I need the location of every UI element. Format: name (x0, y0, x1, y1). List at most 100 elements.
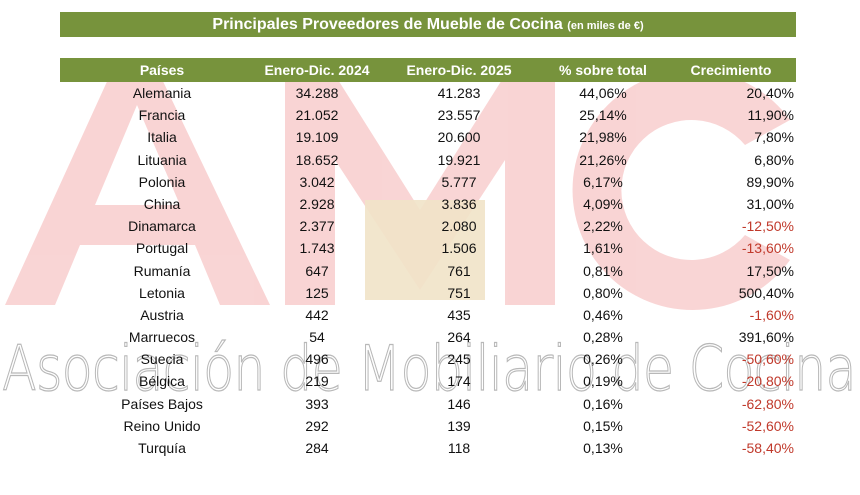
cell-share: 6,17% (583, 173, 623, 190)
cell-value-2024: 21.052 (295, 107, 339, 124)
cell-value-2025: 245 (447, 351, 471, 368)
table-row: Italia 19.109 20.600 21,98% 7,80% (60, 126, 796, 148)
cell-country: Francia (138, 107, 186, 124)
cell-country: Turquía (138, 440, 186, 456)
header-paises: Países (139, 62, 185, 78)
table-row: Francia 21.052 23.557 25,14% 11,90% (60, 104, 796, 126)
association-name-watermark: Asociación de Mobiliario de Cocina (2, 331, 858, 405)
cell-value-2025: 20.600 (437, 129, 481, 146)
cell-growth: 6,80% (754, 151, 794, 168)
cell-country: Suecia (140, 351, 184, 368)
cell-country: Letonia (139, 284, 185, 301)
cell-country: Italia (147, 129, 177, 146)
cell-value-2024: 3.042 (299, 173, 335, 190)
amc-logo-watermark (5, 70, 790, 310)
table-row: Países Bajos 393 146 0,16% -62,80% (60, 393, 796, 415)
cell-share: 0,26% (583, 351, 623, 368)
table-row: Portugal 1.743 1.506 1,61% -13,60% (60, 237, 796, 259)
table-row: Alemania 34.288 41.283 44,06% 20,40% (60, 82, 796, 104)
cell-share: 0,46% (583, 306, 623, 323)
cell-growth: 11,90% (747, 107, 794, 124)
table-row: Suecia 496 245 0,26% -50,60% (60, 348, 796, 370)
cell-share: 0,15% (583, 417, 623, 434)
cell-growth: -12,50% (741, 218, 794, 235)
cell-growth: 500,40% (738, 284, 794, 301)
cell-growth: -62,80% (741, 395, 794, 412)
cell-value-2024: 496 (305, 351, 329, 368)
table-row: Bélgica 219 174 0,19% -20,80% (60, 370, 796, 392)
cell-value-2025: 23.557 (437, 107, 481, 124)
cell-value-2025: 1.506 (441, 240, 477, 257)
table-row: Reino Unido 292 139 0,15% -52,60% (60, 415, 796, 437)
header-growth: Crecimiento (690, 62, 772, 78)
table-row: Letonia 125 751 0,80% 500,40% (60, 282, 796, 304)
cell-growth: 7,80% (754, 129, 794, 146)
table-row: China 2.928 3.836 4,09% 31,00% (60, 193, 796, 215)
cell-share: 25,14% (579, 107, 627, 124)
cell-value-2025: 264 (447, 329, 471, 346)
cell-value-2024: 219 (305, 373, 329, 390)
cell-value-2025: 118 (447, 440, 471, 456)
cell-share: 0,13% (583, 440, 623, 456)
cell-value-2024: 1.743 (299, 240, 335, 257)
cell-value-2024: 393 (305, 395, 329, 412)
cell-value-2025: 19.921 (437, 151, 481, 168)
cell-share: 4,09% (583, 195, 623, 212)
cell-country: Austria (140, 306, 184, 323)
cell-growth: 89,90% (746, 173, 794, 190)
cell-value-2025: 139 (447, 417, 471, 434)
table-row: Rumanía 647 761 0,81% 17,50% (60, 260, 796, 282)
table-body: Alemania 34.288 41.283 44,06% 20,40% Francia 2… (60, 82, 796, 459)
cell-country: Países Bajos (121, 395, 203, 412)
cell-country: Alemania (132, 85, 192, 101)
cell-value-2024: 2.928 (299, 195, 335, 212)
cell-country: Rumanía (133, 262, 191, 279)
table-header: Países Enero-Dic. 2024 Enero-Dic. 2025 %… (60, 58, 796, 82)
cell-value-2024: 18.652 (295, 151, 339, 168)
cell-growth: -50,60% (741, 351, 794, 368)
cell-value-2025: 761 (447, 262, 471, 279)
cell-value-2024: 54 (309, 329, 325, 346)
cell-share: 0,16% (583, 395, 623, 412)
cell-value-2025: 3.836 (441, 195, 477, 212)
cell-country: Portugal (135, 240, 189, 257)
cell-share: 2,22% (583, 218, 623, 235)
cell-share: 0,19% (583, 373, 623, 390)
cell-value-2025: 146 (447, 395, 471, 412)
cell-growth: -52,60% (741, 417, 794, 434)
cell-value-2025: 2.080 (441, 218, 477, 235)
cell-growth: -13,60% (741, 240, 794, 257)
table-row: Dinamarca 2.377 2.080 2,22% -12,50% (60, 215, 796, 237)
cell-value-2024: 442 (305, 306, 329, 323)
cell-growth: 17,50% (746, 262, 794, 279)
cell-share: 0,81% (583, 262, 623, 279)
title-text: Principales Proveedores de Mueble de Coc… (212, 16, 563, 33)
cell-value-2025: 41.283 (437, 85, 481, 101)
cell-growth: 20,40% (746, 85, 794, 101)
cell-share: 1,61% (583, 240, 623, 257)
cell-value-2025: 174 (447, 373, 471, 390)
header-2024: Enero-Dic. 2024 (264, 62, 370, 78)
cell-share: 21,26% (579, 151, 627, 168)
title-unit: (en miles de €) (567, 20, 644, 32)
header-2025: Enero-Dic. 2025 (406, 62, 512, 78)
cell-value-2024: 34.288 (295, 85, 339, 101)
cell-share: 44,06% (579, 85, 627, 101)
table-row: Marruecos 54 264 0,28% 391,60% (60, 326, 796, 348)
cell-country: China (143, 195, 181, 212)
cell-country: Dinamarca (128, 218, 196, 235)
cell-country: Reino Unido (123, 417, 201, 434)
cell-growth: -58,40% (741, 440, 794, 456)
cell-value-2024: 292 (305, 417, 329, 434)
cell-share: 0,80% (583, 284, 623, 301)
cell-growth: 391,60% (738, 329, 794, 346)
cell-value-2024: 19.109 (295, 129, 339, 146)
cell-share: 21,98% (579, 129, 627, 146)
cell-growth: -20,80% (741, 373, 794, 390)
table-row: Austria 442 435 0,46% -1,60% (60, 304, 796, 326)
cell-country: Lituania (137, 151, 187, 168)
cell-country: Bélgica (139, 373, 185, 390)
cell-country: Marruecos (128, 329, 196, 346)
cell-value-2025: 751 (447, 284, 471, 301)
cell-value-2025: 5.777 (441, 173, 477, 190)
